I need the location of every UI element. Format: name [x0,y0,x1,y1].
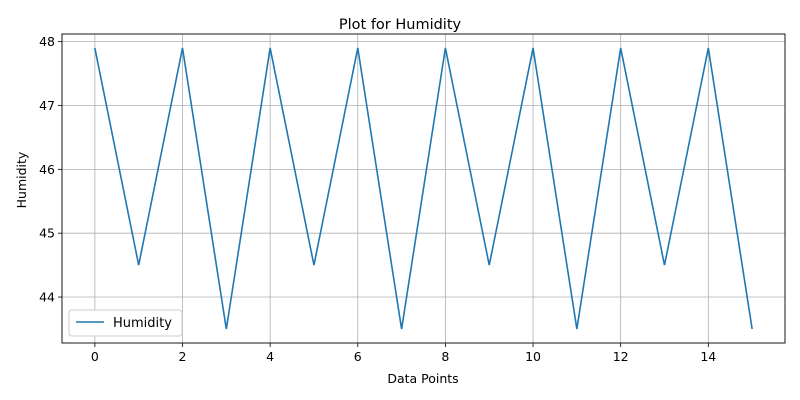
legend: Humidity [68,309,183,337]
y-tick-label: 46 [39,162,55,177]
y-tick-label: 47 [39,98,55,113]
y-tick-label: 45 [39,226,55,241]
series-line-humidity [94,47,753,330]
x-tick-label: 2 [179,349,187,364]
x-tick-label: 14 [700,349,716,364]
x-tick-label: 12 [613,349,629,364]
x-axis-label: Data Points [387,371,458,386]
plot-area-frame [61,33,786,344]
y-tick-label: 44 [39,290,55,305]
x-tick-label: 0 [91,349,99,364]
chart-title: Plot for Humidity [339,17,462,33]
x-tick-label: 4 [266,349,274,364]
x-tick-label: 6 [354,349,362,364]
legend-label-humidity: Humidity [113,316,172,331]
y-axis-label: Humidity [14,151,29,208]
legend-box [68,309,183,337]
series-layer [94,47,753,330]
grid-layer [62,34,785,343]
x-tick-label: 8 [441,349,449,364]
y-tick-label: 48 [39,34,55,49]
x-tick-label: 10 [525,349,541,364]
